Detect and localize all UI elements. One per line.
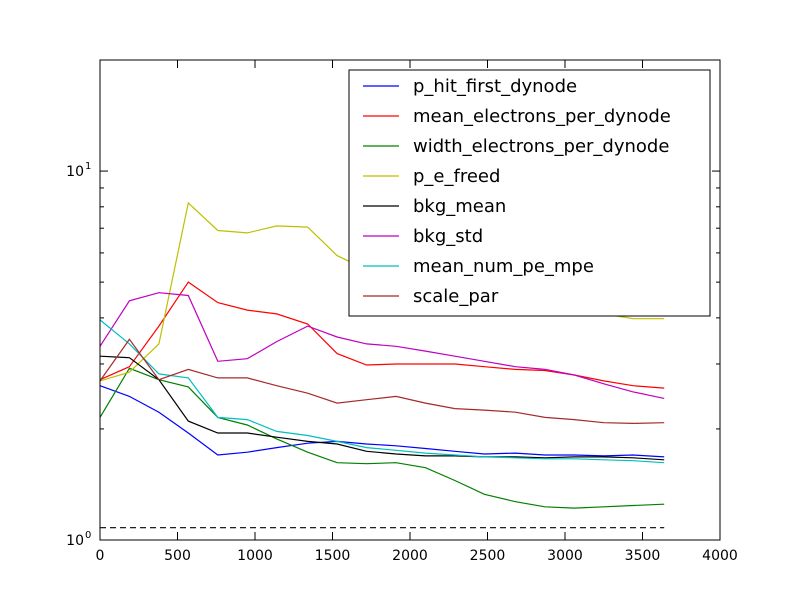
legend-label-scale_par: scale_par xyxy=(413,286,499,307)
plot-frame xyxy=(99,59,721,541)
legend-label-p_e_freed: p_e_freed xyxy=(413,166,500,187)
series-line-mean_num_pe_mpe xyxy=(99,319,665,464)
legend: p_hit_first_dynode mean_electrons_per_dyn… xyxy=(348,69,711,317)
x-tick-label: 2500 xyxy=(470,548,506,564)
series-line-scale_par xyxy=(99,338,665,425)
legend-label-p_hit_first_dynode: p_hit_first_dynode xyxy=(413,76,577,97)
legend-box xyxy=(348,69,711,317)
series-line-width_electrons_per_dynode xyxy=(99,367,665,509)
legend-label-mean_num_pe_mpe: mean_num_pe_mpe xyxy=(413,256,594,277)
series-line-p_hit_first_dynode xyxy=(99,385,665,458)
x-tick-label: 1500 xyxy=(315,548,351,564)
x-tick-label: 3000 xyxy=(547,548,583,564)
series-lines xyxy=(99,201,665,509)
x-tick-label: 0 xyxy=(96,548,105,564)
y-tick-label: 10 xyxy=(66,533,84,549)
x-tick-label: 3500 xyxy=(625,548,661,564)
series-line-bkg_std xyxy=(99,292,665,399)
legend-label-width_electrons_per_dynode: width_electrons_per_dynode xyxy=(413,136,669,157)
y-tick-label: 10 xyxy=(66,164,84,180)
x-tick-labels: 0 500 1000 1500 2000 2500 3000 3500 4000 xyxy=(96,548,738,564)
legend-label-mean_electrons_per_dynode: mean_electrons_per_dynode xyxy=(413,106,671,127)
legend-label-bkg_mean: bkg_mean xyxy=(413,196,506,217)
x-tick-label: 4000 xyxy=(702,548,738,564)
y-tick-exponent: 0 xyxy=(85,530,91,541)
x-tick-label: 2000 xyxy=(392,548,428,564)
series-line-bkg_mean xyxy=(99,355,665,461)
legend-label-bkg_std: bkg_std xyxy=(413,226,483,247)
y-tick-exponent: 1 xyxy=(85,161,91,172)
x-tick-label: 1000 xyxy=(237,548,273,564)
x-tick-label: 500 xyxy=(164,548,191,564)
